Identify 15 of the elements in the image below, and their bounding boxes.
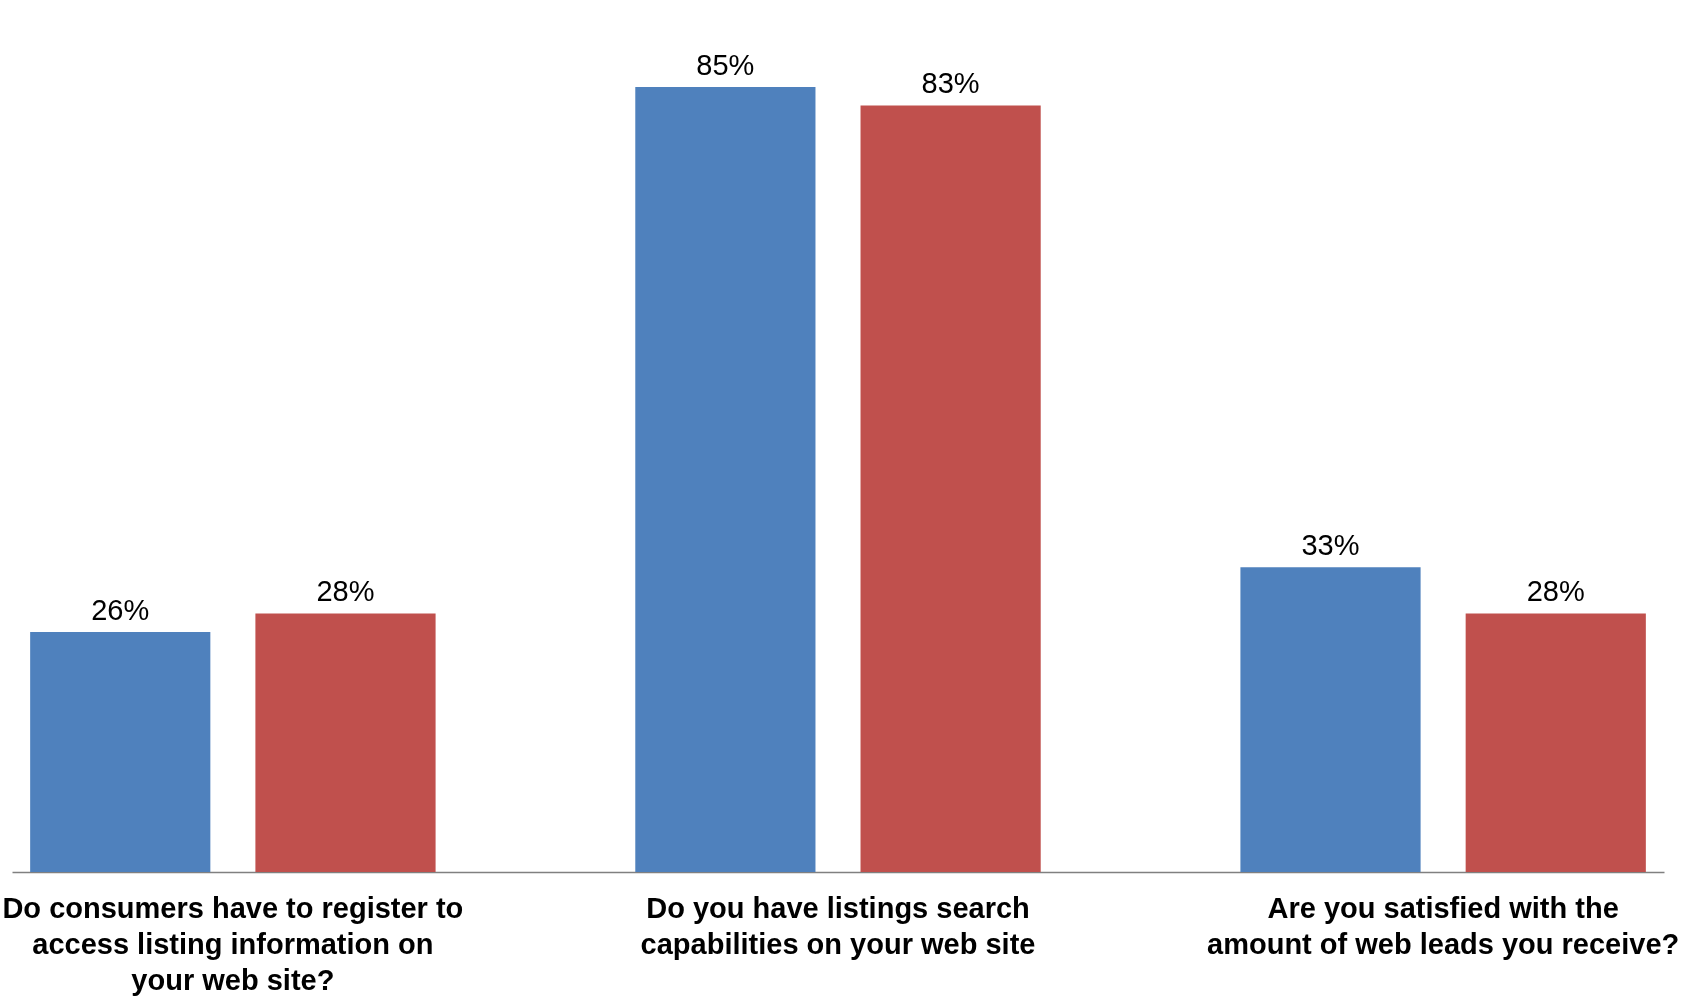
bar: [1240, 567, 1421, 872]
data-label: 28%: [1526, 575, 1585, 608]
x-tick-label: Do you have listings search capabilities on your web site: [640, 891, 1036, 960]
data-label: 33%: [1301, 529, 1360, 562]
data-label: 26%: [91, 593, 150, 626]
data-label: 83%: [921, 67, 980, 100]
bar: [635, 87, 816, 872]
bar: [30, 631, 211, 872]
x-tick-label: Are you satisfied with the amount of web leads you receive?: [1207, 891, 1680, 960]
bar: [255, 613, 436, 872]
bar: [1465, 613, 1646, 872]
data-label: 28%: [316, 575, 375, 608]
data-label: 85%: [696, 49, 755, 81]
bar: [860, 105, 1041, 872]
x-tick-label: Do consumers have to register to access listing information on your web site?: [2, 891, 464, 996]
